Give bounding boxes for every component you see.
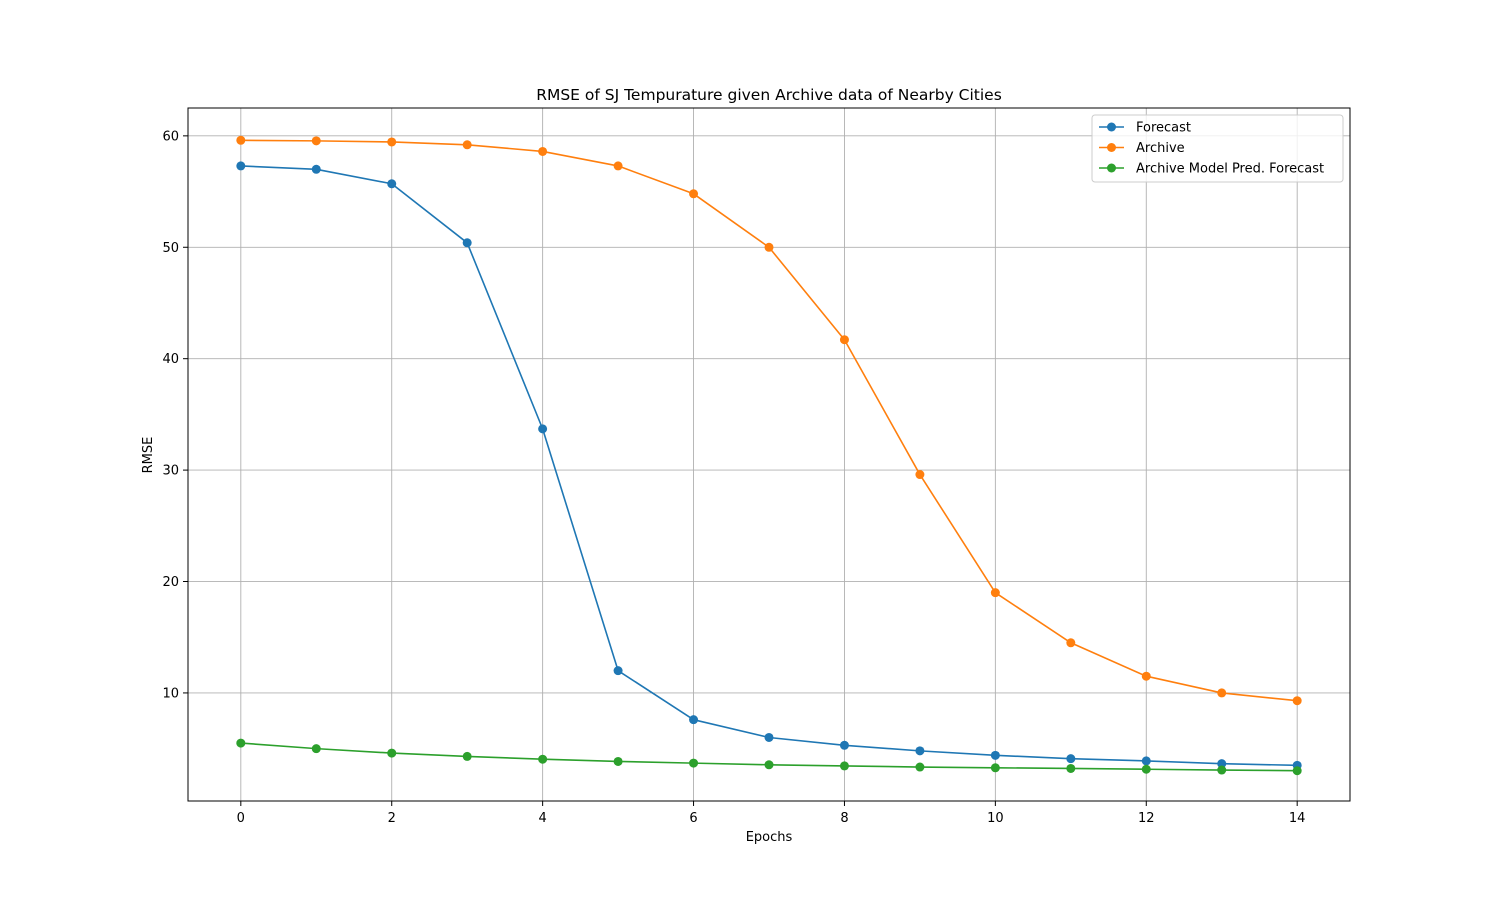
data-point: [764, 242, 774, 252]
y-axis: 10 20 30 40 50 60: [162, 129, 188, 701]
series-2: [236, 135, 1302, 706]
series-1: [236, 161, 1302, 770]
y-tick-label: 20: [162, 575, 179, 590]
data-point: [764, 760, 774, 770]
data-point: [990, 750, 1000, 760]
data-point: [462, 238, 472, 248]
data-point: [1217, 759, 1227, 769]
data-point: [462, 751, 472, 761]
data-point: [311, 136, 321, 146]
data-point: [1292, 696, 1302, 706]
data-point: [236, 738, 246, 748]
x-tick-label: 14: [1289, 811, 1306, 826]
legend-box: [1091, 114, 1344, 183]
data-point: [236, 135, 246, 145]
data-point: [613, 756, 623, 766]
data-point: [915, 470, 925, 480]
x-tick-label: 0: [237, 811, 245, 826]
series-layer: [236, 135, 1302, 776]
legend-entry: Archive: [1099, 141, 1185, 156]
series-3: [236, 738, 1302, 776]
y-tick-label: 60: [162, 129, 179, 144]
y-tick-label: 30: [162, 464, 179, 479]
data-point: [915, 746, 925, 756]
x-axis-title: Epochs: [746, 830, 793, 845]
data-point: [1141, 756, 1151, 766]
y-tick-label: 10: [162, 686, 179, 701]
chart-title: RMSE of SJ Tempurature given Archive dat…: [536, 86, 1002, 104]
legend-marker: [1107, 163, 1116, 173]
data-point: [1066, 638, 1076, 648]
y-axis-title: RMSE: [141, 437, 156, 474]
grid: [188, 108, 1350, 801]
series-line: [240, 165, 1298, 767]
series-line: [240, 139, 1298, 702]
x-tick-label: 12: [1138, 811, 1155, 826]
legend-label: Forecast: [1136, 121, 1191, 136]
legend-label: Archive Model Pred. Forecast: [1136, 162, 1324, 177]
data-point: [538, 146, 548, 156]
data-point: [387, 748, 397, 758]
plot-frame: [187, 107, 1351, 802]
x-tick-label: 8: [840, 811, 848, 826]
legend: Forecast Archive Archive Model Pred. Forec…: [1091, 114, 1344, 183]
data-point: [689, 758, 699, 768]
data-point: [689, 189, 699, 199]
data-point: [613, 161, 623, 171]
legend-marker: [1107, 122, 1116, 132]
data-point: [839, 740, 849, 750]
y-tick-label: 40: [162, 352, 179, 367]
data-point: [990, 588, 1000, 598]
legend-entry: Archive Model Pred. Forecast: [1099, 162, 1324, 177]
data-point: [1217, 688, 1227, 698]
data-point: [1141, 764, 1151, 774]
data-point: [311, 164, 321, 174]
data-point: [839, 335, 849, 345]
data-point: [613, 666, 623, 676]
data-point: [1066, 763, 1076, 773]
data-point: [1292, 766, 1302, 776]
x-tick-label: 10: [987, 811, 1004, 826]
data-point: [689, 715, 699, 725]
data-point: [387, 137, 397, 147]
x-tick-label: 4: [538, 811, 546, 826]
legend-label: Archive: [1136, 141, 1185, 156]
x-axis: 0 2 4 6 8 10 12 14: [237, 801, 1306, 826]
data-point: [764, 732, 774, 742]
legend-entry: Forecast: [1099, 121, 1191, 136]
data-point: [387, 179, 397, 189]
data-point: [462, 140, 472, 150]
data-point: [311, 744, 321, 754]
y-tick-label: 50: [162, 241, 179, 256]
data-point: [538, 424, 548, 434]
x-tick-label: 2: [388, 811, 396, 826]
data-point: [915, 762, 925, 772]
data-point: [990, 763, 1000, 773]
data-point: [1066, 754, 1076, 764]
data-point: [1217, 765, 1227, 775]
data-point: [839, 761, 849, 771]
data-point: [236, 161, 246, 171]
data-point: [538, 754, 548, 764]
legend-marker: [1107, 143, 1116, 152]
data-point: [1141, 671, 1151, 681]
x-tick-label: 6: [689, 811, 697, 826]
